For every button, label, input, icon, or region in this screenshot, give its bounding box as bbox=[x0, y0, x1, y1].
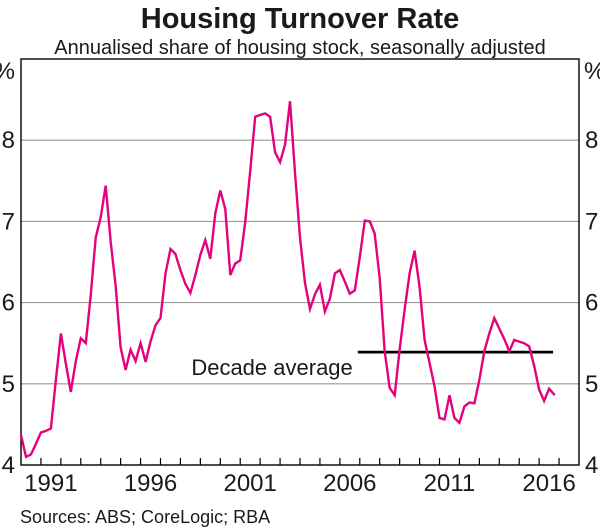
x-axis-label-2006: 2006 bbox=[323, 470, 376, 497]
chart-subtitle: Annualised share of housing stock, seaso… bbox=[54, 37, 546, 59]
y-axis-label-right-6: 6 bbox=[585, 290, 598, 317]
data-line-housing-turnover bbox=[19, 101, 556, 459]
y-axis-unit-right: % bbox=[584, 58, 600, 85]
x-axis-label-1996: 1996 bbox=[124, 470, 177, 497]
y-axis-label-left-7: 7 bbox=[2, 208, 15, 235]
decade-average-label: Decade average bbox=[191, 355, 352, 380]
y-axis-label-left-4: 4 bbox=[2, 452, 15, 479]
x-axis-label-2011: 2011 bbox=[424, 470, 476, 497]
chart-title: Housing Turnover Rate bbox=[140, 3, 460, 35]
y-axis-label-left-5: 5 bbox=[2, 371, 15, 398]
plot-frame bbox=[20, 58, 580, 466]
x-axis-label-2001: 2001 bbox=[223, 470, 276, 497]
y-axis-label-left-8: 8 bbox=[2, 127, 15, 154]
y-axis-unit-left: % bbox=[0, 58, 15, 85]
sources-note: Sources: ABS; CoreLogic; RBA bbox=[20, 507, 271, 527]
y-axis-label-right-4: 4 bbox=[585, 452, 598, 479]
y-axis-label-right-8: 8 bbox=[585, 127, 598, 154]
y-axis-label-right-5: 5 bbox=[585, 371, 598, 398]
y-axis-label-left-6: 6 bbox=[2, 290, 15, 317]
x-axis-label-2016: 2016 bbox=[522, 470, 575, 497]
x-axis-label-1991: 1991 bbox=[24, 470, 77, 497]
y-axis-label-right-7: 7 bbox=[585, 208, 598, 235]
